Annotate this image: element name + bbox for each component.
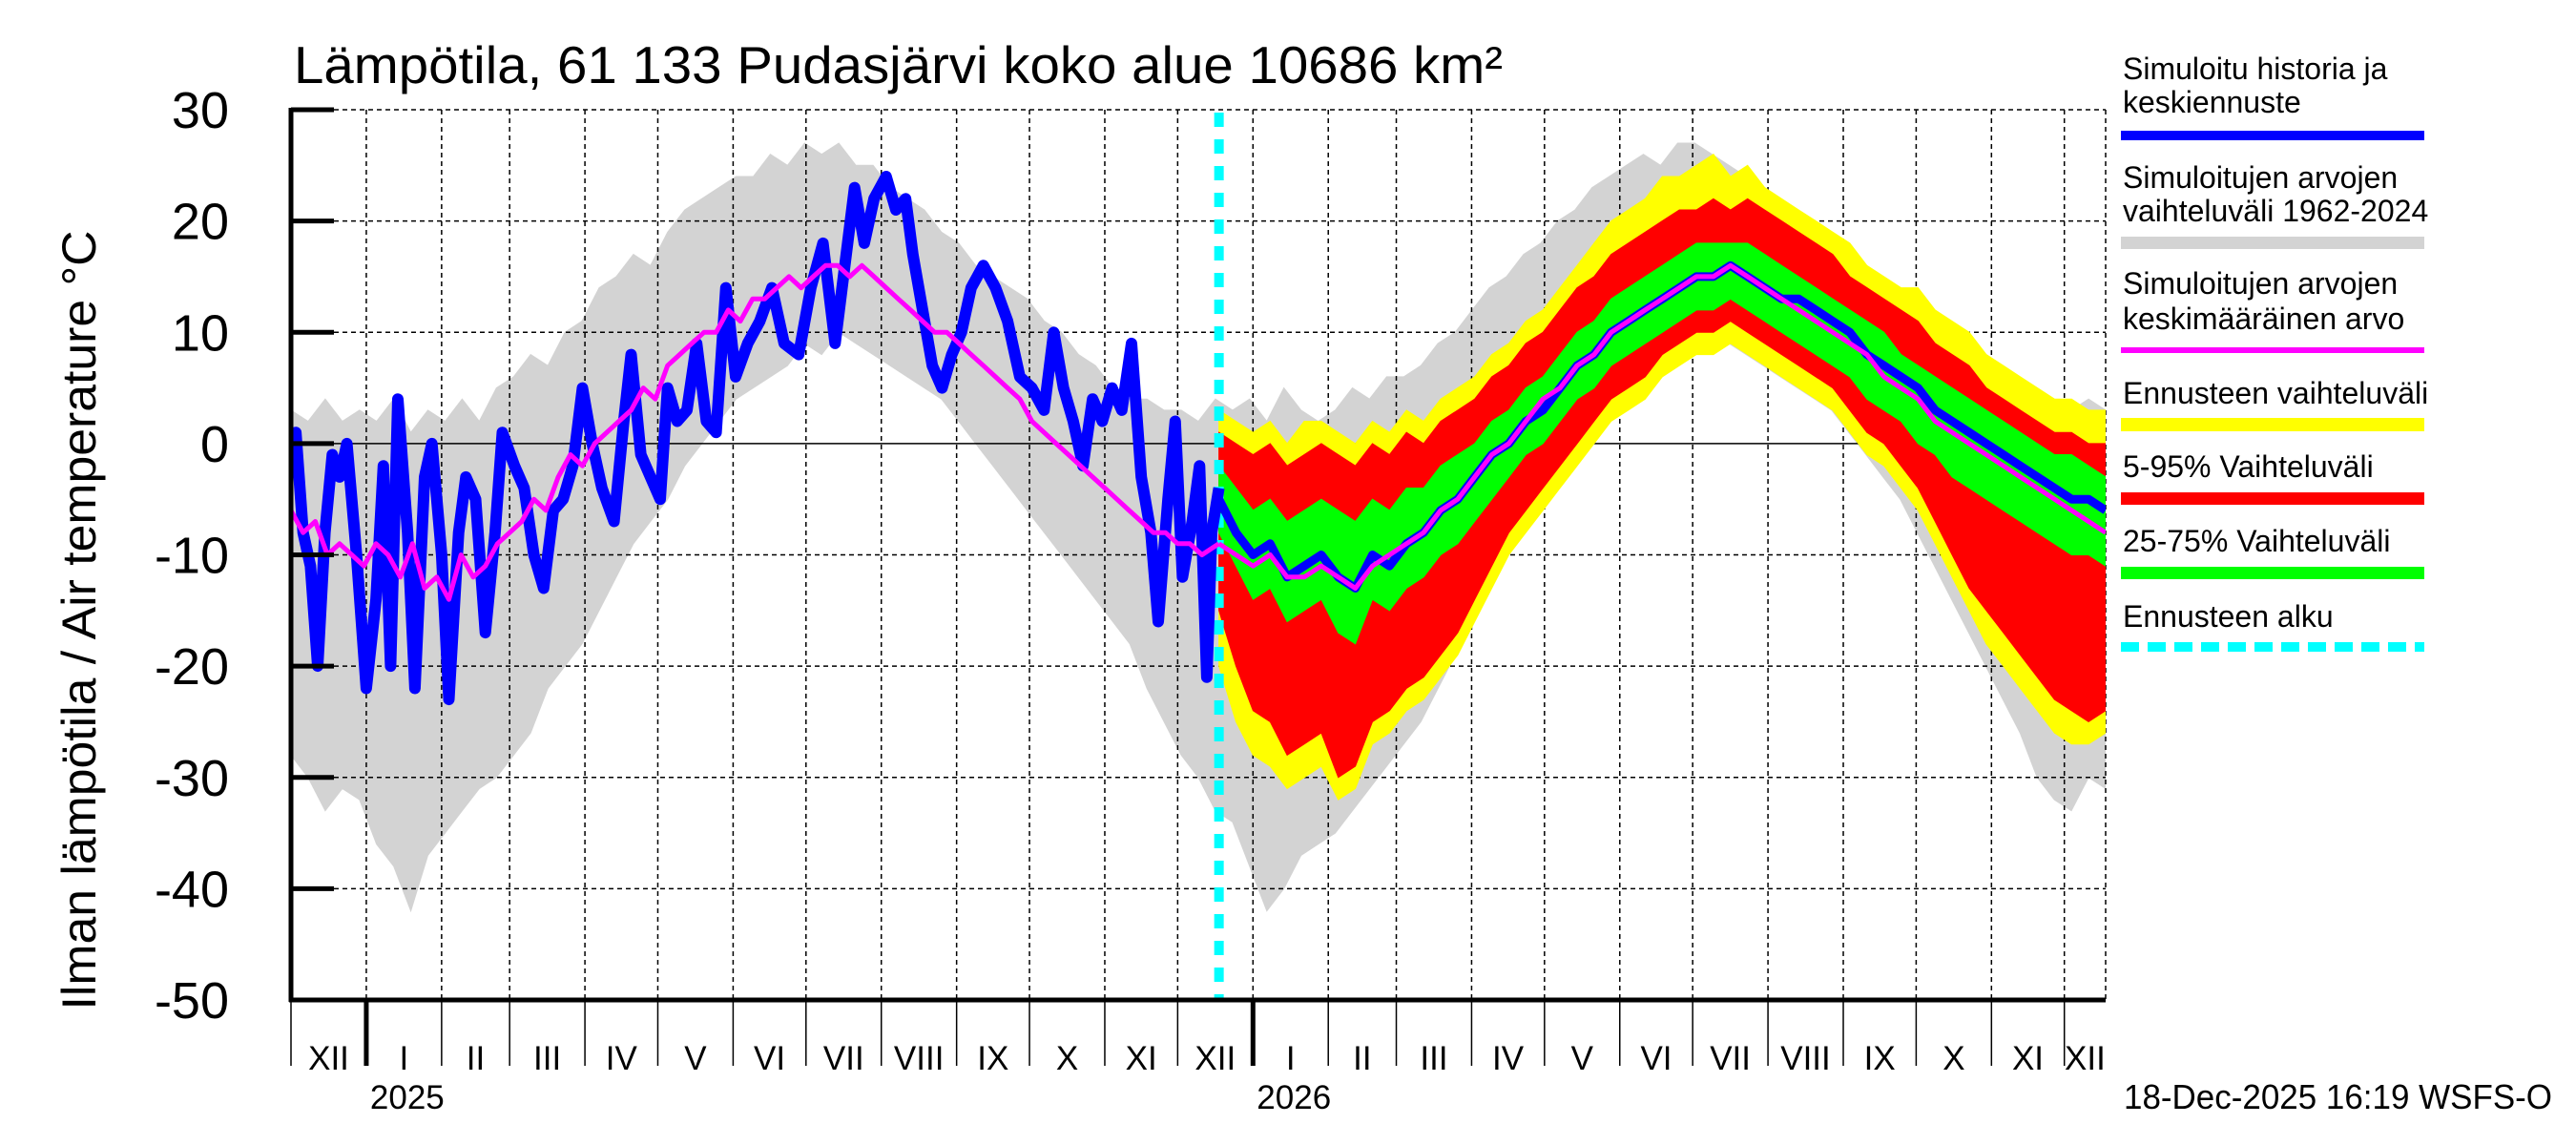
legend-item-forecast-range: Ennusteen vaihteluväli (2121, 376, 2428, 431)
month-label: XII (1195, 1040, 1236, 1077)
legend: Simuloitu historia jakeskiennusteSimuloi… (2121, 52, 2428, 652)
month-label: II (1353, 1040, 1371, 1077)
y-axis-label: Ilman lämpötila / Air temperature °C (52, 231, 106, 1010)
month-label: VI (754, 1040, 785, 1077)
legend-label: 25-75% Vaihteluväli (2123, 524, 2390, 558)
y-tick-label: -40 (155, 861, 229, 918)
legend-swatch (2121, 131, 2424, 140)
month-label: IV (606, 1040, 638, 1077)
month-label: I (1286, 1040, 1296, 1077)
month-label: I (400, 1040, 409, 1077)
month-label: VIII (1780, 1040, 1831, 1077)
legend-label: Ennusteen vaihteluväli (2123, 376, 2428, 410)
p25-75-band (1218, 242, 2106, 645)
mean-forecast-line (1217, 262, 2106, 591)
legend-item-forecast-start: Ennusteen alku (2121, 599, 2424, 652)
legend-swatch (2121, 492, 2424, 505)
grid-layer (291, 109, 2107, 1000)
legend-swatch (2121, 567, 2424, 579)
y-tick-label: 10 (172, 304, 229, 362)
y-tick-label: -20 (155, 638, 229, 696)
y-tick-label: -10 (155, 528, 229, 585)
legend-swatch (2121, 347, 2424, 353)
month-label: X (1942, 1040, 1964, 1077)
mean-history-line (291, 262, 1220, 602)
series-lines-layer (291, 171, 2106, 706)
year-label: 2025 (370, 1079, 445, 1116)
legend-label: keskiennuste (2123, 85, 2301, 119)
legend-swatch (2121, 418, 2424, 431)
month-label: III (1420, 1040, 1447, 1077)
month-label: III (533, 1040, 561, 1077)
month-label: V (684, 1040, 707, 1077)
legend-label: vaihteluväli 1962-2024 (2123, 194, 2428, 228)
month-label: VI (1640, 1040, 1672, 1077)
timestamp: 18-Dec-2025 16:19 WSFS-O (2124, 1077, 2552, 1116)
chart-title: Lämpötila, 61 133 Pudasjärvi koko alue 1… (294, 35, 1503, 94)
legend-swatch (2121, 237, 2424, 249)
month-label: VII (823, 1040, 864, 1077)
month-label: X (1056, 1040, 1078, 1077)
month-label: XI (2012, 1040, 2044, 1077)
month-label: IX (1864, 1040, 1896, 1077)
month-label: XII (2065, 1040, 2106, 1077)
legend-label: Simuloitujen arvojen (2123, 266, 2398, 301)
month-label: XII (308, 1040, 349, 1077)
year-label: 2026 (1257, 1079, 1331, 1116)
month-label: IX (977, 1040, 1008, 1077)
legend-item-p5-95: 5-95% Vaihteluväli (2121, 449, 2424, 505)
y-tick-label: -30 (155, 750, 229, 807)
legend-label: 5-95% Vaihteluväli (2123, 449, 2374, 484)
month-label: IV (1492, 1040, 1525, 1077)
legend-label: Simuloitujen arvojen (2123, 160, 2398, 195)
legend-label: Ennusteen alku (2123, 599, 2334, 634)
y-tick-label: 0 (200, 416, 229, 473)
forecast-bands-layer (1218, 154, 2106, 801)
simulated-history-line (291, 171, 1225, 706)
axes-layer (288, 107, 2106, 1066)
month-label: II (467, 1040, 485, 1077)
y-tick-label: -50 (155, 972, 229, 1030)
month-label: VII (1710, 1040, 1751, 1077)
month-label: VIII (894, 1040, 945, 1077)
y-tick-label: 30 (172, 82, 229, 139)
y-tick-label: 20 (172, 194, 229, 251)
month-label: V (1571, 1040, 1594, 1077)
legend-label: Simuloitu historia ja (2123, 52, 2388, 86)
legend-item-p25-75: 25-75% Vaihteluväli (2121, 524, 2424, 579)
legend-label: keskimääräinen arvo (2123, 302, 2404, 336)
month-label: XI (1126, 1040, 1157, 1077)
